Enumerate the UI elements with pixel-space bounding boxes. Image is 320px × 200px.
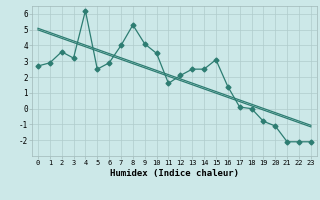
X-axis label: Humidex (Indice chaleur): Humidex (Indice chaleur) (110, 169, 239, 178)
